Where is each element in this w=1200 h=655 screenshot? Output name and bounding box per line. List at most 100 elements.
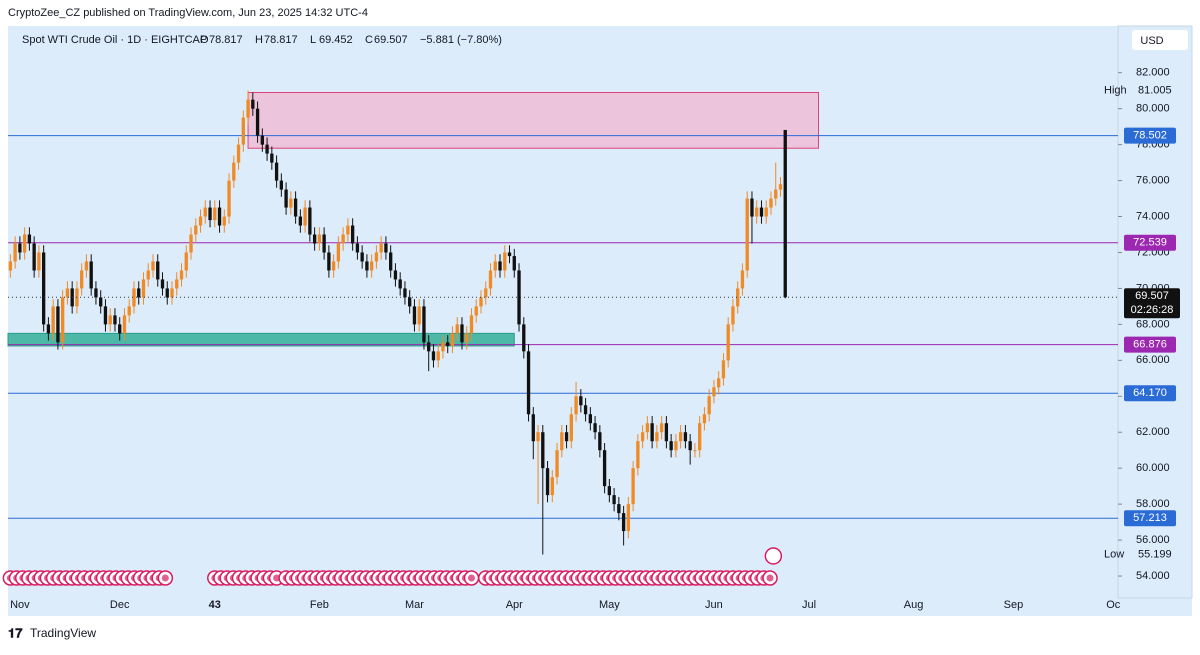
candle-body [274,162,279,181]
candle-body [740,270,745,289]
candle-body [417,306,421,325]
candle-body [293,198,298,217]
legend-value: 69.507 [374,34,408,46]
candle-body [431,351,436,361]
candle-body [303,207,307,226]
candle-body [222,216,226,226]
legend-value: 78.817 [264,34,298,46]
candle-body [241,117,245,145]
candle-body [260,135,264,145]
candle-body [626,504,631,532]
candle-body [141,279,146,298]
candle-body [721,360,726,379]
x-tick-label: Dec [110,599,130,611]
candle-body [531,414,535,442]
legend-change: −5.881 (−7.80%) [420,34,502,46]
candle-body [631,468,635,505]
candle-body [503,252,507,271]
y-tick-label: 82.000 [1136,67,1170,79]
candle-body [645,423,650,433]
candle-body [617,504,621,514]
candle-body [474,306,478,316]
candle-body [598,432,602,451]
candle-body [493,261,497,271]
publisher: CryptoZee_CZ published on TradingView.co… [8,7,368,19]
x-tick-label: May [599,599,620,611]
candle-body [778,184,783,190]
candle-body [132,288,136,307]
candle-body [369,261,374,271]
candle-body [208,207,212,221]
price-level-label: 78.502 [1133,130,1167,142]
candle-body [650,423,654,442]
candle-body [602,450,607,487]
candle-body [574,396,578,415]
candle-body [236,144,241,163]
candle-body [108,315,112,325]
candle-body [18,243,22,253]
x-tick-label: Aug [904,599,924,611]
candle-body [89,261,93,289]
candle-body [759,207,764,217]
candle-body [346,225,350,235]
currency: USD [1140,35,1163,47]
candle-body [398,279,402,289]
candle-body [769,198,773,208]
candle-body [322,234,326,253]
candle-body [707,396,711,415]
candle-body [227,180,231,217]
candle-body [583,405,588,415]
low-label: Low [1104,548,1124,560]
candle-body [745,198,749,271]
candle-body [555,450,559,478]
candle-body [469,315,474,334]
candle-body [203,207,207,217]
zone [247,92,820,149]
candle-body [403,288,407,298]
high-value: 81.005 [1138,85,1172,97]
candle-body [279,180,284,190]
candle-body [579,396,583,406]
candle-body [289,198,293,208]
candle-body [636,441,640,469]
price-level-label: 66.876 [1133,338,1167,350]
price-level-tag [1124,385,1176,402]
event-icon-dot [161,574,169,582]
candle-body [127,306,131,316]
candle-body [674,441,678,451]
brand: TradingView [30,626,96,640]
candle-body [170,288,174,298]
high-label: High [1104,85,1127,97]
candle-body [436,351,440,361]
x-tick-label: 43 [209,599,221,611]
y-tick-label: 68.000 [1136,318,1170,330]
candle-body [655,432,659,442]
plot: 54.00056.00058.00060.00062.00064.00066.0… [2,67,1180,611]
candle-body [317,234,322,244]
candle-body [37,252,41,271]
candle-body [465,333,469,343]
candle-body [774,189,778,199]
candle-body [284,189,288,208]
y-tick-label: 74.000 [1136,210,1170,222]
currency-box [1132,30,1188,50]
x-tick-label: Jun [705,599,723,611]
y-tick-label: 56.000 [1136,534,1170,546]
price-level-tag [1124,510,1176,527]
candle-body [32,243,36,271]
candle-body [750,198,754,217]
candle-body [184,252,188,271]
candle-body [251,99,255,109]
price-level-label: 72.539 [1133,237,1167,249]
candle-body [246,99,250,118]
candle-body [65,288,70,298]
low-value: 55.199 [1138,548,1172,560]
y-tick-label: 80.000 [1136,103,1170,115]
last-price-label: 69.507 [1135,290,1169,302]
candle-body [41,252,46,325]
candle-body [408,297,412,307]
candle-body [488,270,493,289]
candle-body [541,432,545,469]
candle-body [498,261,502,271]
candle-body [536,432,540,442]
